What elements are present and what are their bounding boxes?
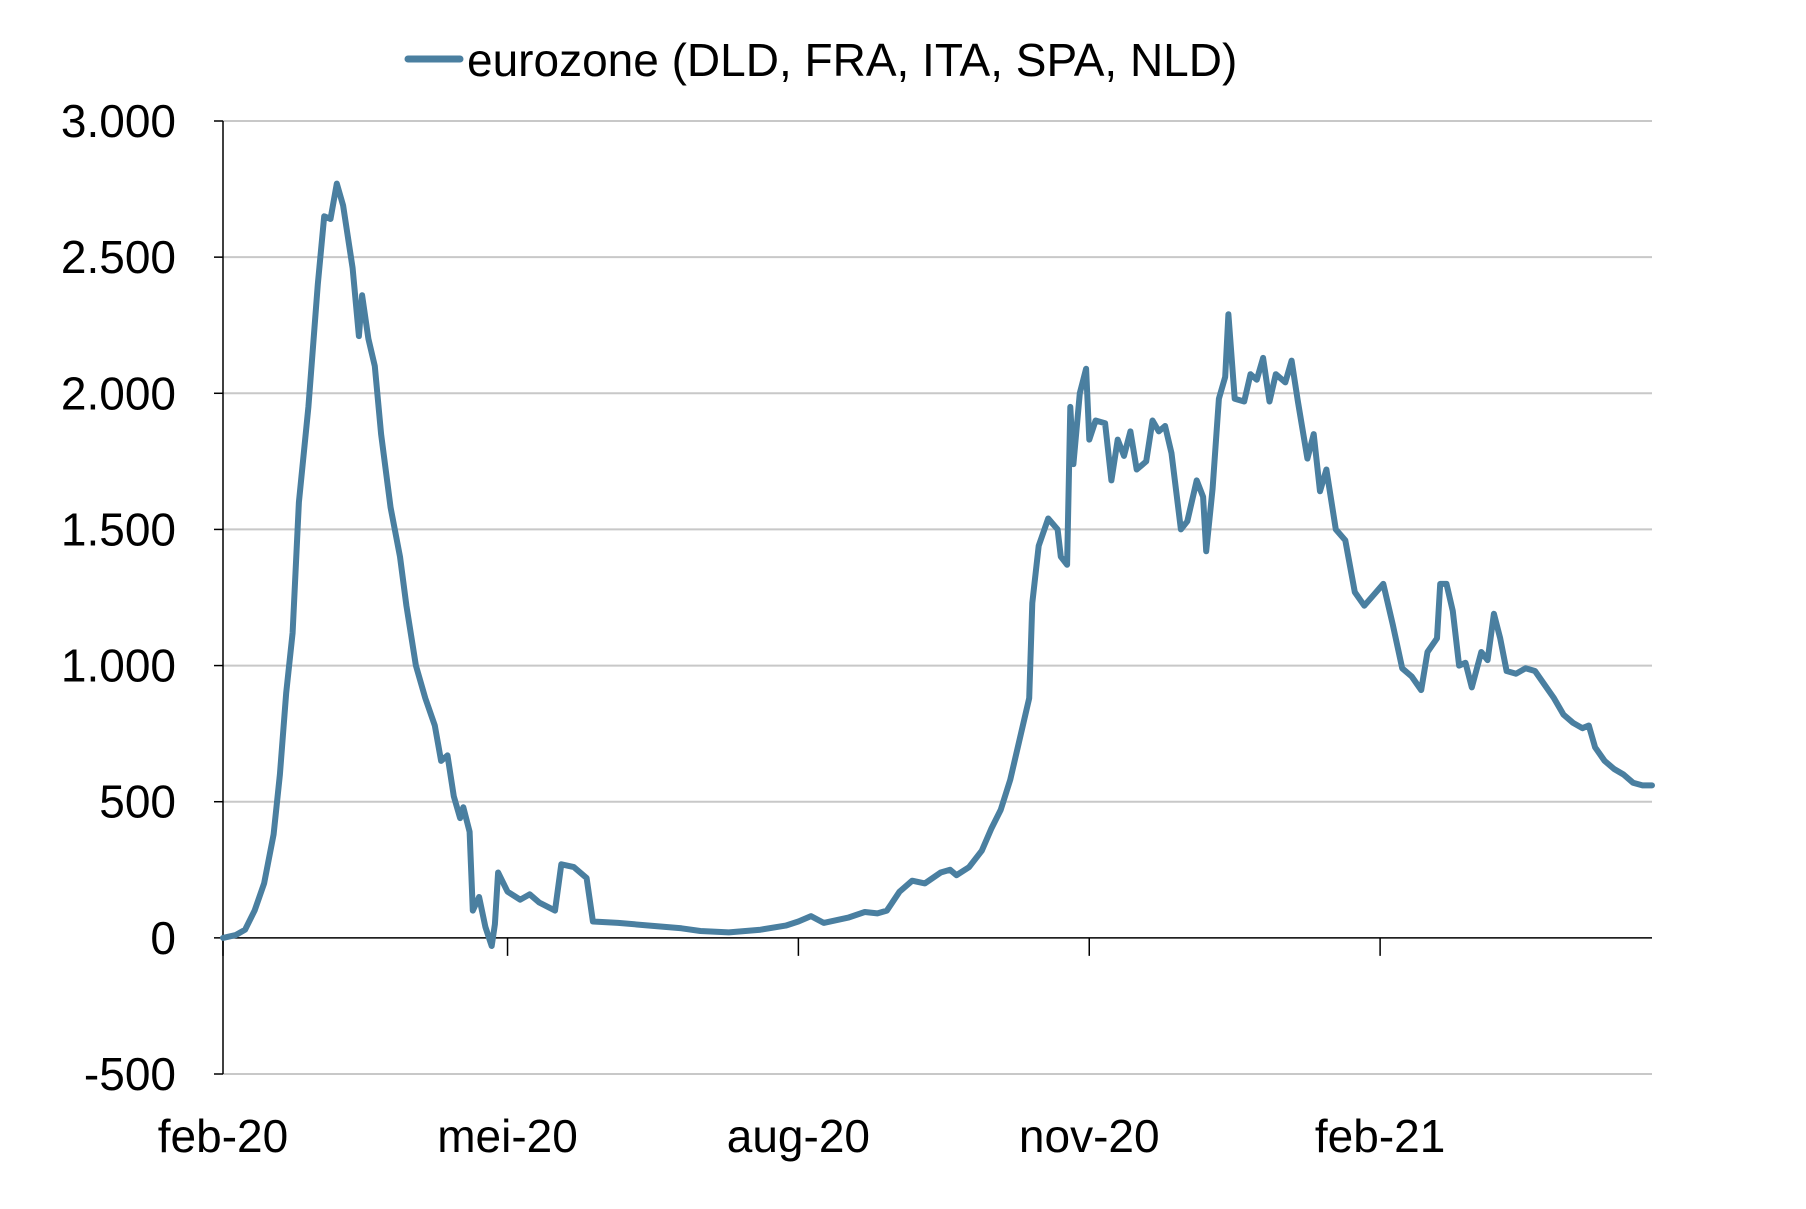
y-tick-label: 3.000 (61, 95, 176, 147)
y-tick-label: 1.500 (61, 503, 176, 555)
axes (222, 121, 1652, 1074)
x-tick-label: aug-20 (727, 1110, 870, 1162)
grid-lines (223, 120, 1652, 1075)
y-tick-label: -500 (84, 1048, 176, 1100)
series-layer (220, 180, 1655, 949)
x-tick-label: nov-20 (1019, 1110, 1160, 1162)
y-tick-label: 500 (99, 776, 176, 828)
y-tick-label: 0 (150, 912, 176, 964)
y-tick-label: 2.500 (61, 231, 176, 283)
series-line-0 (220, 180, 1655, 949)
legend: eurozone (DLD, FRA, ITA, SPA, NLD) (404, 34, 1237, 86)
y-tick-label: 1.000 (61, 640, 176, 692)
x-axis-ticks: feb-20 mei-20 aug-20 nov-20 feb-21 (158, 937, 1445, 1162)
x-tick-label: feb-20 (158, 1110, 288, 1162)
legend-label: eurozone (DLD, FRA, ITA, SPA, NLD) (467, 34, 1237, 86)
y-axis-ticks: -500 0 500 1.000 1.500 2.000 2.500 3.000 (61, 95, 223, 1100)
x-tick-label: mei-20 (437, 1110, 578, 1162)
x-tick-label: feb-21 (1315, 1110, 1445, 1162)
y-tick-label: 2.000 (61, 367, 176, 419)
